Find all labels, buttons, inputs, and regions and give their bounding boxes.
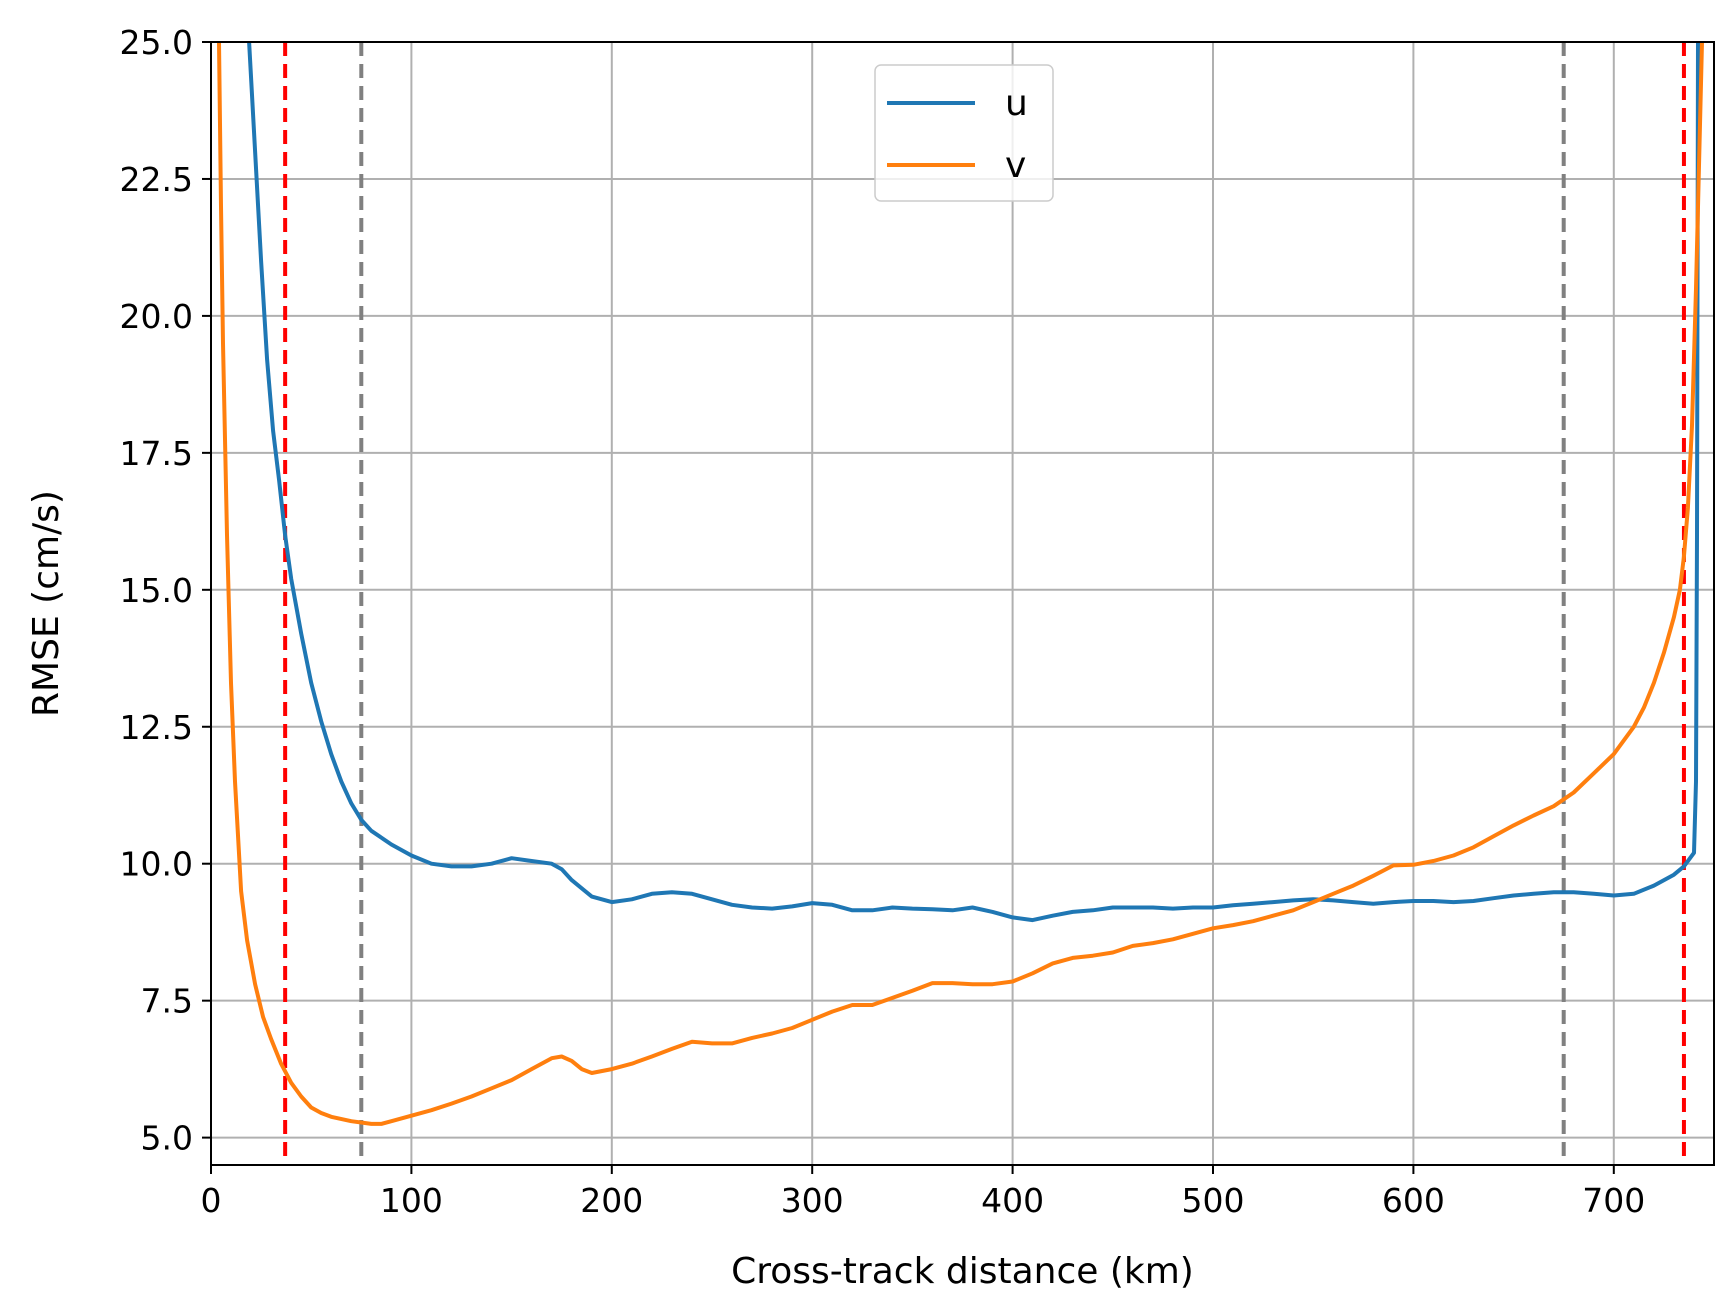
legend-label-v: v xyxy=(1005,145,1026,186)
legend-label-u: u xyxy=(1005,83,1028,124)
y-tick-label-5: 17.5 xyxy=(120,434,193,473)
grid-lines xyxy=(210,41,1714,1165)
series-lines xyxy=(217,42,1704,1126)
y-tick-label-1: 7.5 xyxy=(141,982,193,1021)
x-axis-title: Cross-track distance (km) xyxy=(731,1251,1194,1292)
series-line-v xyxy=(217,42,1704,1126)
y-tick-label-6: 20.0 xyxy=(120,297,193,336)
x-tick-label-2: 200 xyxy=(580,1181,643,1220)
y-tick-label-2: 10.0 xyxy=(120,845,193,884)
x-tick-label-7: 700 xyxy=(1582,1181,1645,1220)
x-tick-label-1: 100 xyxy=(380,1181,443,1220)
y-axis-title: RMSE (cm/s) xyxy=(26,490,67,717)
y-tick-label-3: 12.5 xyxy=(120,708,193,747)
series-line-u xyxy=(247,42,1700,923)
axis-ticks: 0 100 200 300 400 500 600 700 5.0 7.5 10.0 12.5 15.0… xyxy=(120,23,1646,1220)
y-tick-label-8: 25.0 xyxy=(120,23,193,62)
x-tick-label-6: 600 xyxy=(1382,1181,1445,1220)
x-tick-label-4: 400 xyxy=(981,1181,1044,1220)
x-tick-label-0: 0 xyxy=(201,1181,222,1220)
y-tick-label-7: 22.5 xyxy=(120,160,193,199)
x-tick-label-3: 300 xyxy=(781,1181,844,1220)
reference-lines xyxy=(283,42,1686,1165)
y-tick-label-0: 5.0 xyxy=(141,1119,193,1158)
plot-frame xyxy=(210,41,1715,1166)
y-tick-label-4: 15.0 xyxy=(120,571,193,610)
x-tick-label-5: 500 xyxy=(1182,1181,1245,1220)
legend: u v xyxy=(874,64,1054,202)
